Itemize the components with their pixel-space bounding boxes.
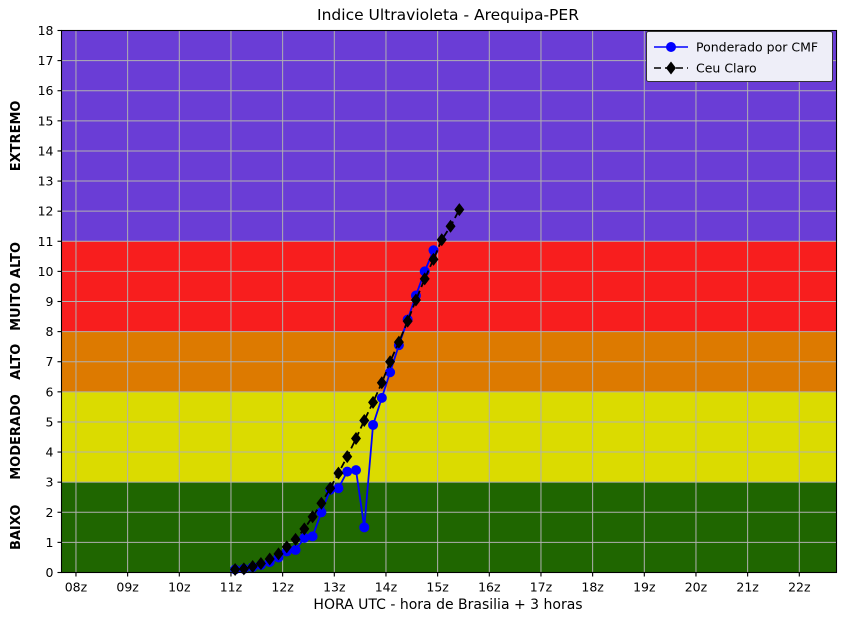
ytick-label-13: 13	[38, 174, 54, 189]
data-point	[255, 556, 266, 570]
xtick-label-21: 21z	[736, 580, 759, 595]
xtick-label-14: 14z	[375, 580, 398, 595]
ytick-label-1: 1	[46, 535, 54, 550]
data-point	[247, 559, 258, 573]
data-point	[445, 219, 456, 233]
chart-title: Indice Ultravioleta - Arequipa-PER	[317, 6, 579, 24]
risk-band-baixo	[61, 482, 837, 573]
xtick-label-13: 13z	[323, 580, 346, 595]
data-point	[393, 335, 404, 349]
data-point	[299, 532, 310, 543]
data-point	[436, 233, 447, 247]
category-label-alto: ALTO	[9, 344, 24, 380]
xtick-label-20: 20z	[685, 580, 708, 595]
ytick-label-12: 12	[38, 204, 54, 219]
xtick-label-16: 16z	[478, 580, 501, 595]
risk-band-group	[61, 30, 837, 573]
ytick-label-10: 10	[38, 264, 54, 279]
data-point	[325, 481, 336, 495]
risk-band-muito-alto	[61, 241, 837, 332]
data-point	[368, 395, 379, 409]
ytick-label-4: 4	[46, 445, 54, 460]
data-point	[359, 522, 370, 533]
data-point	[299, 522, 310, 536]
data-point	[290, 532, 301, 546]
gridline-group	[61, 30, 837, 573]
xtick-label-18: 18z	[581, 580, 604, 595]
data-point	[376, 376, 387, 390]
xtick-label-8: 08z	[65, 580, 88, 595]
data-point	[428, 252, 439, 266]
data-point	[333, 466, 344, 480]
ytick-label-16: 16	[38, 83, 54, 98]
data-point	[454, 203, 465, 217]
ytick-label-6: 6	[46, 384, 54, 399]
legend-label-ponderado: Ponderado por CMF	[696, 40, 818, 55]
ytick-label-18: 18	[38, 23, 54, 38]
ytick-label-3: 3	[46, 475, 54, 490]
category-label-extremo: EXTREMO	[9, 101, 24, 172]
data-point	[290, 544, 301, 555]
ytick-label-17: 17	[38, 53, 54, 68]
data-point	[351, 432, 361, 446]
data-series-group	[230, 203, 465, 576]
xtick-label-15: 15z	[426, 580, 449, 595]
xtick-label-10: 10z	[168, 580, 191, 595]
legend-entry-ceu-claro[interactable]: Ceu Claro	[654, 61, 757, 76]
data-point	[307, 510, 318, 524]
ytick-label-7: 7	[46, 354, 54, 369]
legend-marker-diamond-icon	[666, 61, 676, 75]
legend-background	[646, 31, 833, 82]
xtick-label-17: 17z	[530, 580, 553, 595]
xtick-label-9: 09z	[116, 580, 139, 595]
legend-marker-circle-icon	[666, 42, 676, 52]
ytick-label-0: 0	[46, 565, 54, 580]
ytick-label-15: 15	[38, 113, 54, 128]
ytick-label-8: 8	[46, 324, 54, 339]
data-point	[359, 413, 370, 427]
ytick-label-2: 2	[46, 505, 54, 520]
category-label-baixo: BAIXO	[9, 505, 24, 550]
data-point	[385, 367, 396, 378]
data-point	[368, 419, 379, 430]
ytick-label-5: 5	[46, 414, 54, 429]
legend-label-ceu-claro: Ceu Claro	[696, 61, 757, 76]
data-point	[333, 483, 344, 494]
data-point	[385, 355, 396, 369]
ytick-label-11: 11	[38, 234, 54, 249]
category-label-moderado: MODERADO	[9, 394, 24, 480]
data-point	[410, 293, 421, 307]
data-point	[273, 547, 284, 561]
chart-legend[interactable]: Ponderado por CMF Ceu Claro	[646, 31, 833, 82]
xtick-label-19: 19z	[633, 580, 656, 595]
ytick-label-9: 9	[46, 294, 54, 309]
xtick-label-12: 12z	[271, 580, 294, 595]
x-axis-label: HORA UTC - hora de Brasilia + 3 horas	[313, 597, 582, 613]
data-point	[316, 496, 327, 510]
data-point	[307, 531, 318, 542]
data-point	[316, 507, 327, 518]
data-point	[342, 466, 353, 477]
data-point	[281, 540, 292, 554]
risk-category-labels: BAIXO MODERADO ALTO MUITO ALTO EXTREMO	[9, 101, 24, 550]
risk-band-moderado	[61, 391, 837, 483]
data-point	[419, 272, 430, 286]
category-label-muito-alto: MUITO ALTO	[9, 242, 24, 331]
legend-entry-ponderado[interactable]: Ponderado por CMF	[654, 40, 818, 55]
data-point	[402, 314, 413, 328]
data-point	[342, 450, 353, 464]
ytick-label-14: 14	[38, 143, 54, 158]
data-point	[376, 392, 387, 403]
data-point	[264, 552, 275, 566]
xtick-label-11: 11z	[220, 580, 243, 595]
data-point	[351, 465, 361, 476]
xtick-label-22: 22z	[788, 580, 811, 595]
